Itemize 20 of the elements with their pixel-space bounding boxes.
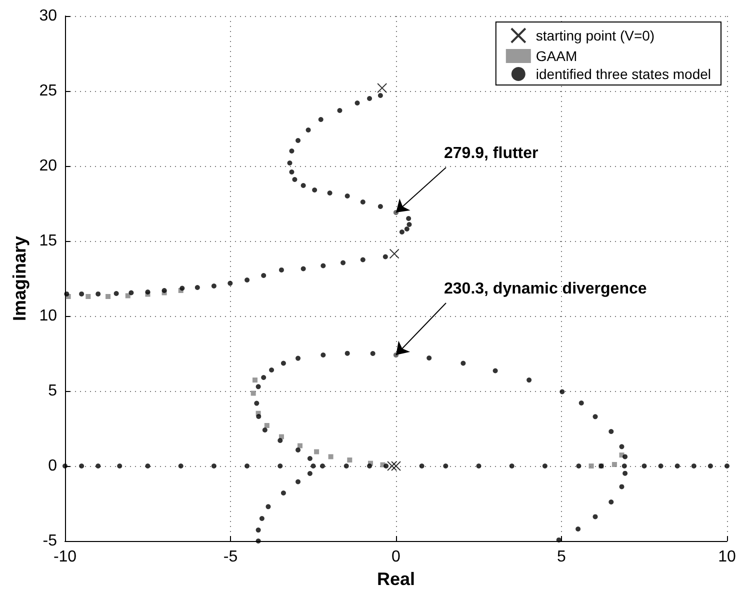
y-tick-label: 5	[48, 382, 58, 400]
x-tick-label: 5	[557, 548, 566, 566]
y-tick-label: 30	[39, 8, 58, 24]
y-axis-title: Imaginary	[9, 236, 30, 322]
y-tick-label: 20	[39, 158, 58, 174]
x-tick-label: -5	[223, 548, 238, 566]
y-tick-label: 10	[39, 308, 58, 324]
x-tick-label: -10	[53, 548, 77, 566]
annotation: 230.3, dynamic divergence	[444, 280, 647, 298]
y-tick-label: -5	[42, 532, 58, 550]
y-tick-label: 0	[48, 458, 58, 474]
legend-label: GAAM	[536, 48, 578, 64]
x-tick-label: 10	[718, 548, 736, 566]
x-axis-title: Real	[376, 568, 416, 589]
legend-label: starting point (V=0)	[536, 28, 655, 44]
annotation: 279.9, flutter	[444, 145, 538, 162]
y-tick-label: 15	[39, 232, 58, 250]
y-tick-label: 25	[39, 82, 58, 100]
x-tick-label: 0	[392, 548, 401, 566]
legend-label: identified three states model	[536, 66, 712, 82]
